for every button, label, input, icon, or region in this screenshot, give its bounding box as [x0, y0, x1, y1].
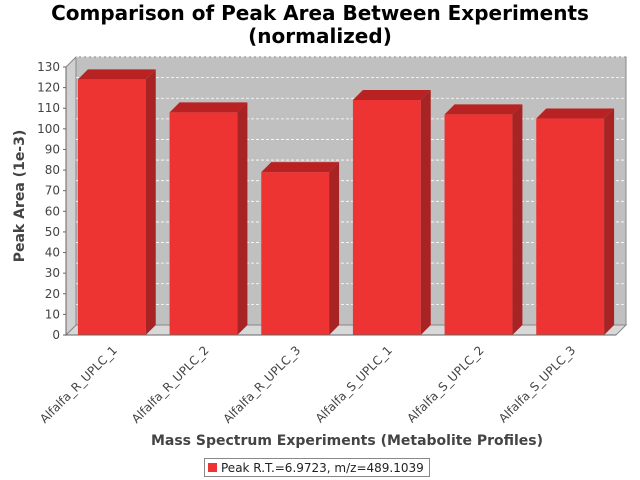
bar-side — [604, 108, 615, 336]
bar — [169, 102, 248, 335]
bar-front — [352, 99, 421, 335]
gridlines — [76, 56, 626, 305]
y-tick-labels: 0 10 20 30 40 50 60 70 80 90 100 110 120 130 — [37, 60, 66, 342]
x-axis-label: Mass Spectrum Experiments (Metabolite Pr… — [151, 433, 543, 449]
bar-side — [145, 69, 156, 335]
y-tick-label: 90 — [45, 142, 60, 156]
bar — [77, 69, 156, 335]
axes — [65, 67, 616, 336]
bar-top — [261, 162, 340, 173]
y-tick-label: 80 — [45, 163, 60, 177]
x-tick-label: Alfalfa_S_UPLC_1 — [313, 343, 395, 425]
y-tick-label: 40 — [45, 246, 60, 260]
x-tick-label: Alfalfa_S_UPLC_3 — [496, 343, 578, 425]
bar-side — [512, 104, 523, 336]
bar — [261, 162, 340, 335]
legend-label: Peak R.T.=6.9723, m/z=489.1039 — [221, 460, 424, 475]
bar — [352, 89, 431, 335]
chart-title: Comparison of Peak Area Between Experime… — [0, 2, 640, 48]
y-tick-label: 20 — [45, 287, 60, 301]
y-tick-label: 60 — [45, 204, 60, 218]
bar-front — [77, 79, 146, 335]
bar-top — [352, 89, 431, 100]
x-tick-label: Alfalfa_R_UPLC_1 — [37, 343, 120, 426]
plot-back-wall — [75, 56, 627, 326]
bar-top — [536, 108, 615, 119]
y-tick-label: 70 — [45, 184, 60, 198]
y-axis-label: Peak Area (1e-3) — [12, 130, 28, 263]
bar — [536, 108, 615, 336]
legend: Peak R.T.=6.9723, m/z=489.1039 — [204, 458, 430, 477]
bar-front — [536, 118, 605, 336]
y-tick-label: 120 — [37, 81, 60, 95]
plot-side-wall — [65, 55, 77, 337]
x-tick-label: Alfalfa_R_UPLC_3 — [220, 343, 303, 426]
y-tick-label: 0 — [52, 328, 60, 342]
bar-front — [261, 172, 330, 335]
bar-top — [444, 104, 523, 115]
x-tick-labels: Alfalfa_R_UPLC_1 Alfalfa_R_UPLC_2 Alfalfa_… — [37, 343, 578, 426]
bar-top — [169, 102, 248, 113]
chart-title-line-1: Comparison of Peak Area Between Experime… — [51, 1, 589, 25]
bar-front — [169, 112, 238, 335]
y-tick-label: 100 — [37, 122, 60, 136]
y-tick-label: 110 — [37, 101, 60, 115]
bar — [444, 104, 523, 336]
bar-top — [77, 69, 156, 80]
chart-title-line-2: (normalized) — [248, 24, 392, 48]
y-tick-label: 30 — [45, 266, 60, 280]
y-tick-label: 130 — [37, 60, 60, 74]
bar-front — [444, 114, 513, 336]
x-tick-label: Alfalfa_S_UPLC_2 — [404, 343, 486, 425]
y-tick-label: 10 — [45, 307, 60, 321]
bar-side — [420, 89, 431, 335]
bar-side — [237, 102, 248, 335]
x-tick-label: Alfalfa_R_UPLC_2 — [129, 343, 212, 426]
bars — [77, 69, 615, 336]
bar-side — [329, 162, 340, 335]
legend-swatch — [208, 463, 217, 472]
y-tick-label: 50 — [45, 225, 60, 239]
